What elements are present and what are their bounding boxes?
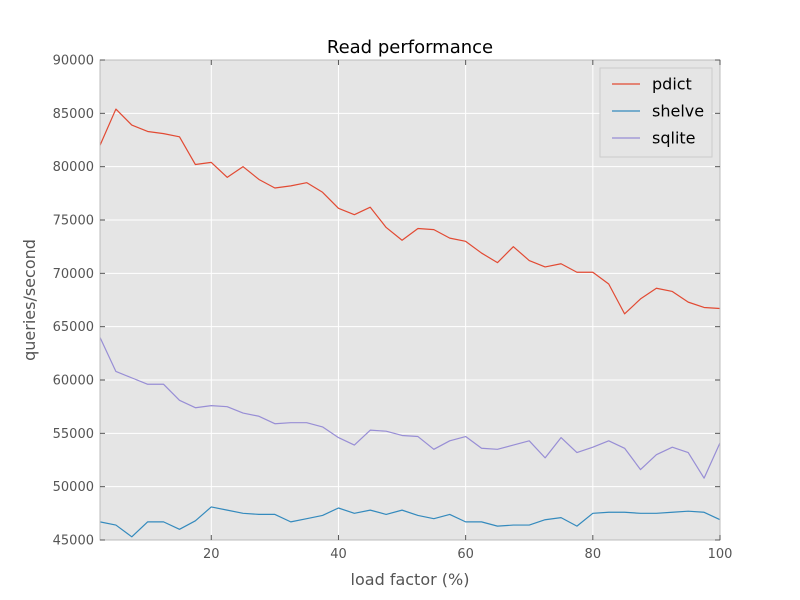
y-tick-label-90000: 90000 xyxy=(53,54,94,69)
plot-frame xyxy=(99,59,721,541)
x-tick-label-80: 80 xyxy=(585,547,602,562)
y-tick-label-55000: 55000 xyxy=(53,427,94,442)
x-tick-label-40: 40 xyxy=(330,547,347,562)
series-line-pdict xyxy=(99,108,721,315)
y-axis-label: queries/second xyxy=(20,239,39,361)
legend: pdict shelve sqlite xyxy=(599,67,713,158)
legend-label-pdict: pdict xyxy=(652,75,692,94)
legend-label-shelve: shelve xyxy=(652,102,704,121)
chart-title: Read performance xyxy=(327,37,493,58)
y-tick-label-80000: 80000 xyxy=(53,160,94,175)
legend-label-sqlite: sqlite xyxy=(652,129,696,148)
y-tick-label-50000: 50000 xyxy=(53,480,94,495)
x-tick-label-100: 100 xyxy=(708,547,733,562)
y-tick-label-70000: 70000 xyxy=(53,267,94,282)
x-axis-label: load factor (%) xyxy=(351,570,470,589)
y-tick-label-65000: 65000 xyxy=(53,320,94,335)
series-line-sqlite xyxy=(99,337,721,479)
y-tick-label-45000: 45000 xyxy=(53,534,94,549)
y-tick-label-85000: 85000 xyxy=(53,107,94,122)
x-tick-label-20: 20 xyxy=(203,547,220,562)
y-tick-label-60000: 60000 xyxy=(53,374,94,389)
series-lines xyxy=(99,108,721,538)
series-line-shelve xyxy=(99,506,721,538)
x-tick-label-60: 60 xyxy=(457,547,474,562)
y-tick-label-75000: 75000 xyxy=(53,214,94,229)
legend-box xyxy=(599,67,713,158)
axis-ticks: 20 40 60 80 100 45000 50000 55000 60000 65000 7000… xyxy=(53,54,733,563)
